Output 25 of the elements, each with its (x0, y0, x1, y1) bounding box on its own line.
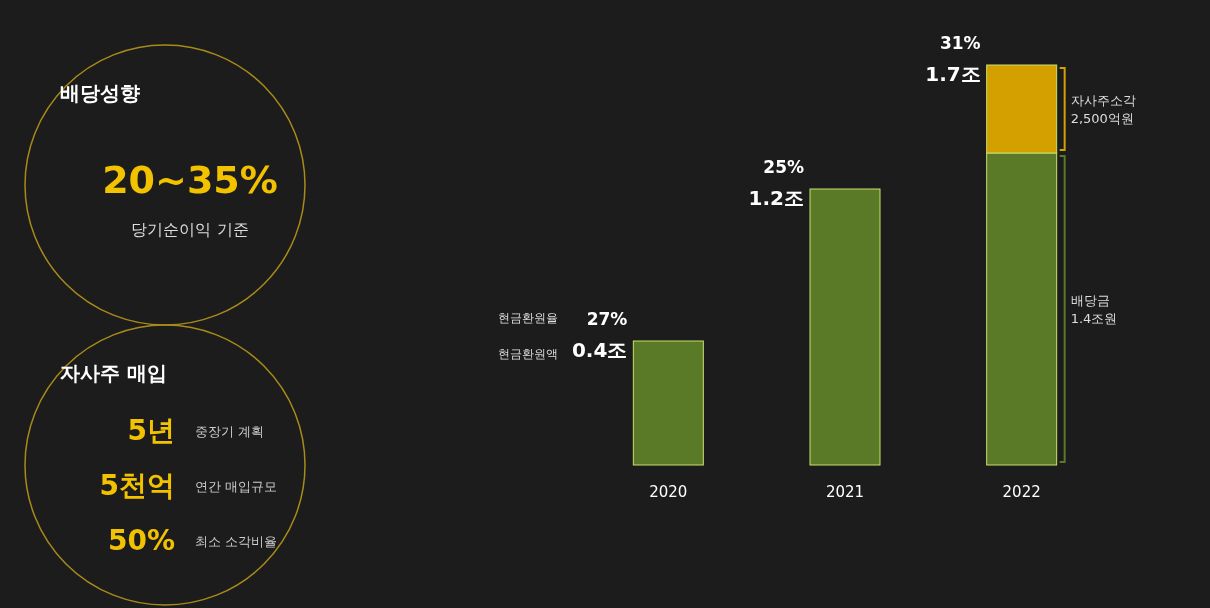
x-tick-label: 2020 (649, 483, 688, 501)
text: 자사주 매입 (60, 361, 167, 385)
text: 현금환원율 (498, 311, 559, 325)
annotation: 0.4조 (571, 338, 628, 362)
text: 50% (107, 524, 175, 557)
text: 5천억 (99, 469, 175, 502)
annotation: 25% (763, 157, 804, 177)
text: 당기순이익 기준 (131, 220, 249, 239)
text: 5년 (127, 414, 175, 447)
series-label: 자사주소각 2,500억원 (1070, 93, 1136, 126)
annotation: 1.7조 (925, 62, 981, 86)
series-label: 배당금 1.4조원 (1070, 293, 1118, 326)
annotation: 31% (939, 33, 981, 53)
annotation: 27% (586, 309, 628, 329)
text: 중장기 계획 (195, 424, 265, 439)
annotation: 1.2조 (748, 186, 804, 210)
x-tick-label: 2021 (825, 483, 865, 501)
text: 배당성향 (60, 81, 140, 105)
text: 연간 매입규모 (195, 479, 278, 494)
bar (632, 340, 704, 466)
text: 최소 소각비율 (195, 534, 278, 549)
x-tick-label: 2022 (1002, 483, 1041, 501)
text: 현금환원액 (498, 347, 559, 361)
text: 20~35% (102, 158, 278, 202)
bar (809, 188, 881, 466)
